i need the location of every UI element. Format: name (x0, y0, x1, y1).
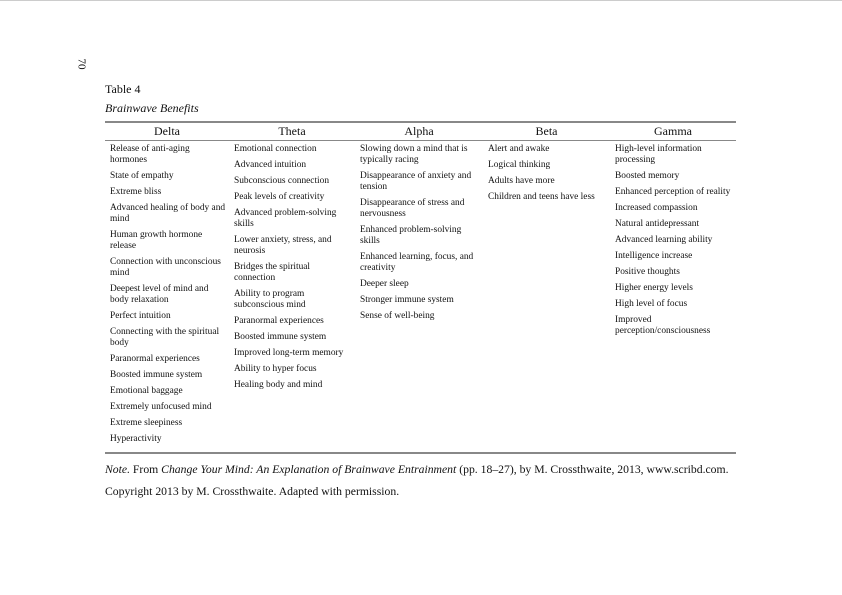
list-item: Sense of well-being (360, 311, 435, 321)
list-item: Extreme bliss (110, 187, 162, 197)
list-item: Boosted memory (615, 171, 680, 181)
column-alpha: Slowing down a mind that is typically ra… (360, 144, 482, 327)
list-item: Advanced healing of body and mind (110, 203, 226, 224)
note-prefix: From (130, 463, 162, 476)
column-header-beta: Beta (535, 124, 558, 138)
list-item: Adults have more (488, 176, 555, 186)
list-item: High level of focus (615, 299, 688, 309)
list-item: State of empathy (110, 171, 174, 181)
list-item: Logical thinking (488, 160, 551, 170)
column-delta: Release of anti-aging hormones State of e… (110, 144, 228, 450)
list-item: Enhanced perception of reality (615, 187, 731, 197)
list-item: Deepest level of mind and body relaxatio… (110, 284, 209, 305)
list-item: Perfect intuition (110, 311, 171, 321)
list-item: High-level information processing (615, 144, 702, 165)
list-item: Intelligence increase (615, 251, 693, 261)
list-item: Children and teens have less (488, 192, 595, 202)
list-item: Subconscious connection (234, 176, 330, 186)
table-note: Note. From Change Your Mind: An Explanat… (105, 459, 765, 503)
list-item: Stronger immune system (360, 295, 454, 305)
list-item: Release of anti-aging hormones (110, 144, 190, 165)
list-item: Deeper sleep (360, 279, 409, 289)
column-header-alpha: Alpha (404, 124, 434, 138)
list-item: Natural antidepressant (615, 219, 700, 229)
header-rule (105, 140, 736, 141)
list-item: Lower anxiety, stress, and neurosis (234, 235, 332, 256)
list-item: Boosted immune system (234, 332, 327, 342)
list-item: Increased compassion (615, 203, 698, 213)
list-item: Connection with unconscious mind (110, 257, 221, 278)
list-item: Ability to hyper focus (234, 364, 317, 374)
column-header-theta: Theta (278, 124, 306, 138)
list-item: Slowing down a mind that is typically ra… (360, 144, 468, 165)
list-item: Alert and awake (488, 144, 550, 154)
list-item: Human growth hormone release (110, 230, 203, 251)
note-label: Note. (105, 463, 130, 476)
list-item: Advanced learning ability (615, 235, 713, 245)
column-header-gamma: Gamma (654, 124, 692, 138)
list-item: Ability to program subconscious mind (234, 289, 306, 310)
column-beta: Alert and awake Logical thinking Adults ha… (488, 144, 612, 208)
list-item: Peak levels of creativity (234, 192, 325, 202)
column-header-delta: Delta (154, 124, 180, 138)
table-bottom-rule (105, 452, 736, 454)
list-item: Higher energy levels (615, 283, 693, 293)
list-item: Extreme sleepiness (110, 418, 183, 428)
list-item: Hyperactivity (110, 434, 162, 444)
list-item: Improved long-term memory (234, 348, 344, 358)
list-item: Emotional connection (234, 144, 317, 154)
page-top-border (0, 0, 842, 1)
list-item: Extremely unfocused mind (110, 402, 212, 412)
list-item: Advanced intuition (234, 160, 307, 170)
column-theta: Emotional connection Advanced intuition Su… (234, 144, 352, 396)
note-suffix: (pp. 18–27), by M. Crossthwaite, 2013, w… (105, 463, 729, 498)
list-item: Boosted immune system (110, 370, 203, 380)
list-item: Improved perception/consciousness (615, 315, 711, 336)
list-item: Enhanced learning, focus, and creativity (360, 252, 474, 273)
list-item: Enhanced problem-solving skills (360, 225, 462, 246)
note-source-title: Change Your Mind: An Explanation of Brai… (161, 463, 457, 476)
list-item: Positive thoughts (615, 267, 680, 277)
list-item: Emotional baggage (110, 386, 183, 396)
list-item: Paranormal experiences (234, 316, 324, 326)
column-gamma: High-level information processing Boosted… (615, 144, 733, 342)
list-item: Advanced problem-solving skills (234, 208, 337, 229)
table-number: Table 4 (105, 82, 141, 96)
list-item: Connecting with the spiritual body (110, 327, 220, 348)
list-item: Disappearance of stress and nervousness (360, 198, 465, 219)
table-title: Brainwave Benefits (105, 101, 199, 115)
list-item: Bridges the spiritual connection (234, 262, 311, 283)
table-top-rule (105, 121, 736, 123)
page-number: 70 (75, 58, 88, 70)
list-item: Paranormal experiences (110, 354, 200, 364)
list-item: Disappearance of anxiety and tension (360, 171, 472, 192)
list-item: Healing body and mind (234, 380, 323, 390)
